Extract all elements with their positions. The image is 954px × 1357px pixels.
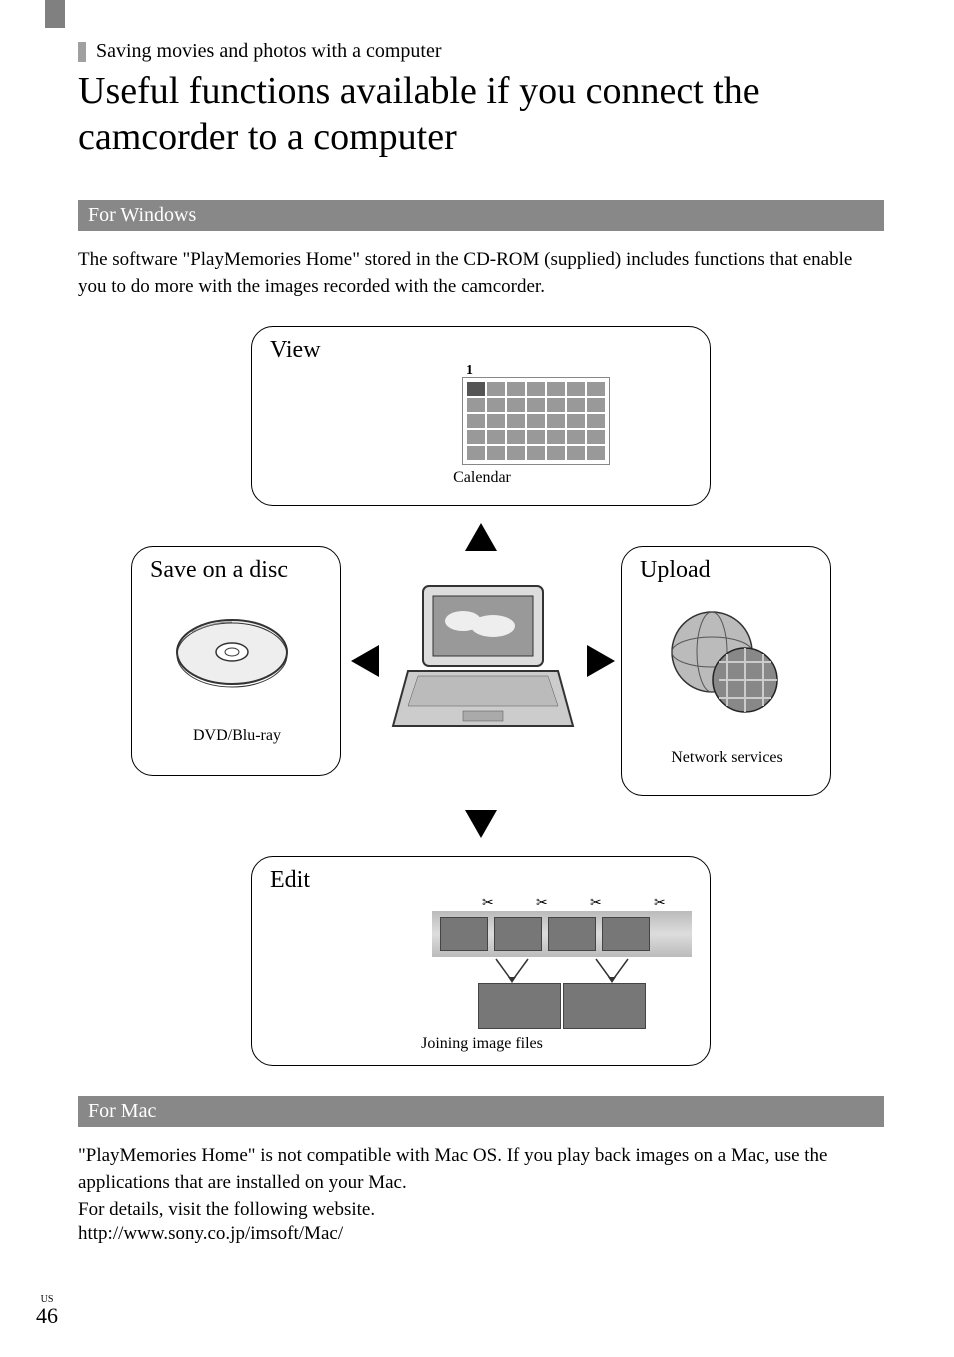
panel-save: Save on a disc DVD/Blu-ray: [131, 546, 341, 776]
panel-upload-title: Upload: [640, 557, 711, 584]
laptop-icon: [388, 576, 578, 746]
panel-view: View 1 Calendar: [251, 326, 711, 506]
section-header: Saving movies and photos with a computer: [78, 40, 884, 63]
join-arrow-icon: [592, 957, 632, 985]
arrow-up-icon: [461, 521, 501, 557]
section-marker-icon: [78, 42, 86, 62]
mac-body-1: "PlayMemories Home" is not compatible wi…: [78, 1143, 884, 1196]
panel-edit-title: Edit: [270, 867, 310, 894]
scissors-icon: ✂: [536, 895, 548, 912]
panel-upload-caption: Network services: [622, 749, 832, 767]
mac-heading: For Mac: [78, 1096, 884, 1127]
filmstrip-icon: ✂ ✂ ✂ ✂: [432, 911, 692, 957]
page-tab-marker: [45, 0, 65, 28]
mac-url: http://www.sony.co.jp/imsoft/Mac/: [78, 1223, 884, 1245]
arrow-right-icon: [581, 641, 617, 681]
page-number: 46: [36, 1303, 58, 1328]
scissors-icon: ✂: [482, 895, 494, 912]
arrow-down-icon: [461, 804, 501, 840]
section-label: Saving movies and photos with a computer: [96, 40, 442, 62]
panel-upload: Upload Network services: [621, 546, 831, 796]
scissors-icon: ✂: [654, 895, 666, 912]
windows-body: The software "PlayMemories Home" stored …: [78, 247, 884, 300]
scissors-icon: ✂: [590, 895, 602, 912]
joined-frames-icon: [477, 983, 647, 1029]
windows-heading: For Windows: [78, 200, 884, 231]
panel-save-title: Save on a disc: [150, 557, 288, 584]
functions-diagram: View 1 Calendar Save on a disc DVD/Blu-r…: [131, 326, 831, 1066]
panel-edit-caption: Joining image files: [252, 1035, 712, 1053]
panel-save-caption: DVD/Blu-ray: [132, 727, 342, 745]
panel-edit: Edit ✂ ✂ ✂ ✂: [251, 856, 711, 1066]
globe-icon: [667, 602, 787, 722]
page-title: Useful functions available if you connec…: [78, 69, 884, 160]
panel-view-title: View: [270, 337, 321, 364]
mac-body-2: For details, visit the following website…: [78, 1197, 884, 1224]
calendar-icon: [462, 377, 610, 465]
join-arrow-icon: [492, 957, 532, 985]
panel-view-caption: Calendar: [252, 469, 712, 487]
disc-icon: [172, 607, 292, 697]
arrow-left-icon: [349, 641, 385, 681]
page-footer: US 46: [36, 1294, 58, 1329]
